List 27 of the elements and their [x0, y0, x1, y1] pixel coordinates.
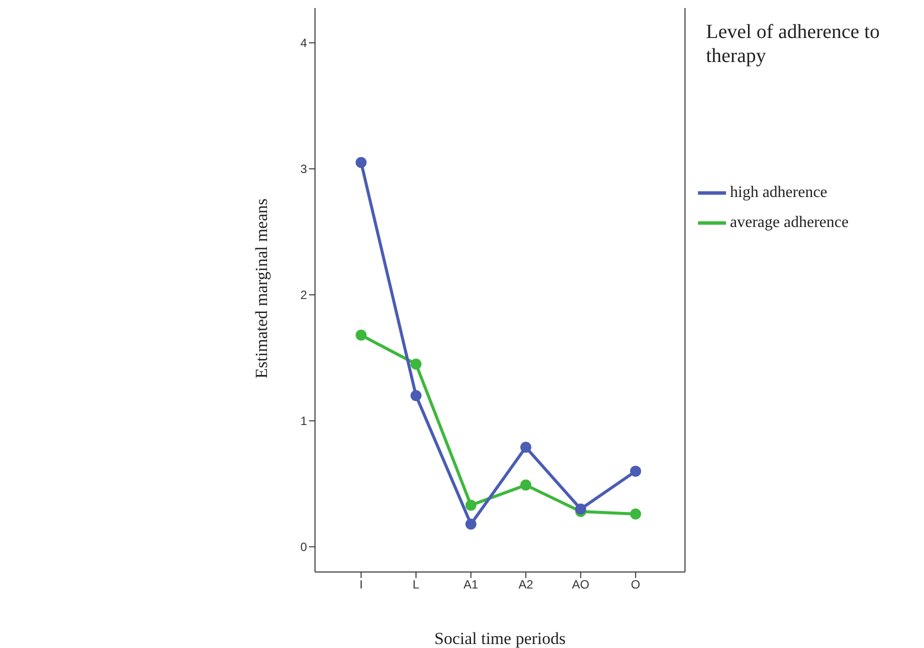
point	[465, 518, 476, 530]
point	[520, 442, 532, 453]
y-tick-label: 1	[300, 414, 308, 428]
x-tick-label: I	[359, 578, 363, 592]
point	[465, 500, 476, 511]
point	[356, 157, 367, 168]
point	[575, 504, 586, 514]
legend-title: Level of adherence to therapy	[706, 20, 881, 68]
point	[520, 480, 532, 491]
x-axis-title: Social time periods	[434, 629, 566, 648]
y-tick-label: 3	[300, 162, 308, 176]
y-tick-label: 4	[300, 36, 308, 50]
legend-label: average adherence	[730, 214, 849, 231]
x-tick-label: O	[630, 578, 640, 592]
x-tick-label: A1	[464, 578, 479, 592]
point	[410, 358, 422, 370]
point	[356, 330, 367, 341]
x-tick-label: A2	[518, 578, 534, 592]
point	[410, 390, 422, 402]
y-tick-label: 0	[300, 540, 308, 554]
point	[630, 508, 642, 520]
legend-label: high adherence	[730, 184, 828, 201]
x-tick-label: L	[412, 578, 420, 592]
y-tick-label: 2	[300, 288, 308, 302]
x-tick-label: AO	[572, 578, 590, 592]
y-axis-title: Estimated marginal means	[252, 198, 272, 379]
point	[630, 466, 642, 477]
